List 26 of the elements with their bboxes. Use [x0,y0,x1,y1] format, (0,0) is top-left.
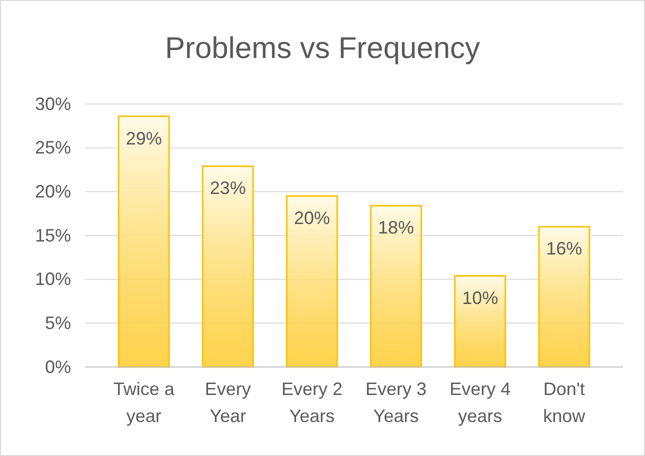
x-tick-label: Every 2 Years [281,379,342,426]
y-tick-label: 10% [34,269,71,290]
bar [370,204,422,368]
data-label: 23% [210,178,246,198]
y-tick-label: 0% [44,356,71,377]
data-label: 18% [378,218,414,238]
x-tick-label: Every Year [204,379,251,426]
data-label: 10% [462,288,498,308]
data-label: 29% [126,128,162,148]
x-tick-label: Twice a year [113,379,176,426]
data-label: 16% [546,238,582,259]
data-label: 20% [294,208,330,228]
y-tick-label: 25% [34,138,71,158]
bar [202,165,254,368]
x-tick-label: Don't know [543,379,586,426]
x-tick-label: Every 3 Years [366,379,427,426]
x-tick-label: Every 4 years [450,379,511,426]
bar [118,116,170,368]
bar [454,275,506,368]
bar [286,195,338,368]
y-tick-label: 15% [34,225,71,246]
y-tick-label: 5% [44,312,71,333]
y-tick-label: 30% [34,94,71,114]
chart-title: Problems vs Frequency [164,32,480,65]
bar [538,226,590,368]
y-tick-label: 20% [34,181,71,202]
